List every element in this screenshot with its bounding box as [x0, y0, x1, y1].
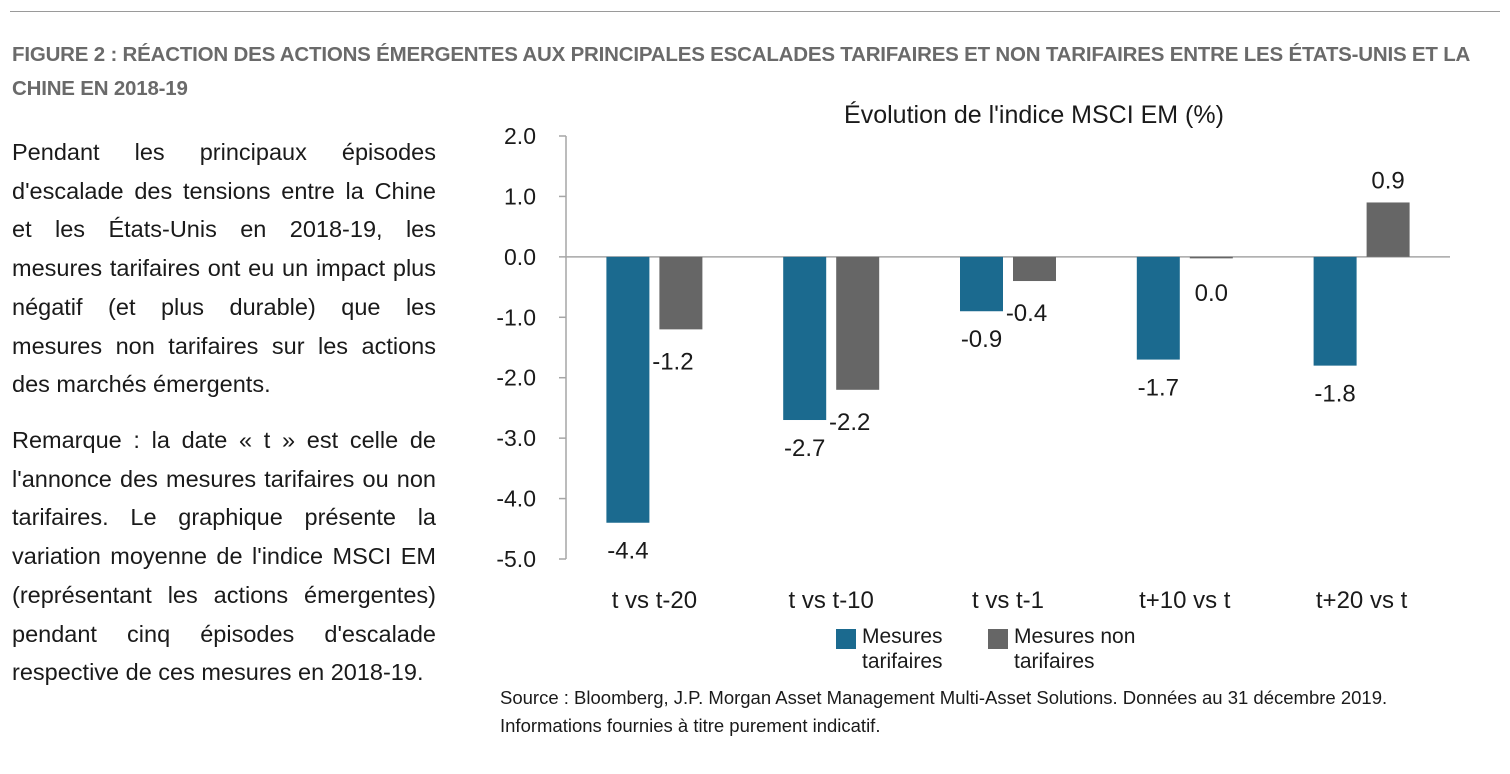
y-tick-label: 1.0 — [504, 183, 536, 209]
x-tick-label: t vs t-20 — [612, 587, 697, 614]
data-label-non-tarifaires: -0.4 — [1006, 300, 1047, 327]
bar-tarifaires — [606, 256, 650, 523]
y-tick-label: 0.0 — [504, 244, 536, 270]
chart-title: Évolution de l'indice MSCI EM (%) — [844, 100, 1224, 129]
data-label-non-tarifaires: 0.0 — [1195, 280, 1228, 307]
legend-swatch-non-tarifaires — [988, 629, 1008, 649]
data-label-non-tarifaires: -2.2 — [829, 409, 870, 436]
data-label-non-tarifaires: -1.2 — [652, 348, 693, 375]
legend-label-tarifaires: Mesures tarifaires — [862, 625, 943, 673]
bar-tarifaires — [1136, 256, 1180, 360]
x-tick-label: t+20 vs t — [1316, 587, 1408, 614]
data-label-non-tarifaires: 0.9 — [1371, 167, 1404, 194]
bar-non-tarifaires — [1013, 256, 1056, 282]
y-tick-label: -5.0 — [496, 546, 536, 572]
bar-tarifaires — [783, 256, 827, 421]
figure-title: FIGURE 2 : RÉACTION DES ACTIONS ÉMERGENT… — [12, 43, 1470, 100]
body-paragraph-1: Pendant les principaux épisodes d'escala… — [12, 139, 436, 398]
bar-non-tarifaires — [1366, 202, 1410, 257]
data-label-tarifaires: -1.8 — [1314, 381, 1355, 408]
bar-tarifaires — [960, 256, 1003, 312]
x-tick-label: t vs t-10 — [789, 587, 874, 614]
data-label-tarifaires: -4.4 — [607, 538, 648, 565]
bar-non-tarifaires — [836, 256, 880, 390]
data-label-tarifaires: -2.7 — [784, 435, 825, 462]
x-tick-label: t vs t-1 — [972, 587, 1044, 614]
bar-non-tarifaires — [659, 256, 703, 330]
bar-chart: Évolution de l'indice MSCI EM (%) 2.0 1.0 0… — [496, 100, 1450, 614]
y-tick-label: -1.0 — [496, 304, 536, 330]
y-tick-label: -4.0 — [496, 486, 536, 512]
legend-label-non-tarifaires: Mesures non tarifaires — [1014, 625, 1136, 673]
data-label-tarifaires: -0.9 — [961, 326, 1002, 353]
y-tick-label: -2.0 — [496, 365, 536, 391]
bar-tarifaires — [1313, 256, 1357, 366]
legend-item-tarifaires: Mesures tarifaires — [836, 624, 966, 674]
body-paragraph-2: Remarque : la date « t » est celle de l'… — [12, 427, 436, 686]
top-rule — [10, 11, 1500, 12]
y-tick-label: 2.0 — [504, 123, 536, 149]
legend-item-non-tarifaires: Mesures non tarifaires — [988, 624, 1163, 674]
source-line-1: Source : Bloomberg, J.P. Morgan Asset Ma… — [500, 687, 1388, 708]
legend-swatch-tarifaires — [836, 629, 856, 649]
data-label-tarifaires: -1.7 — [1138, 375, 1179, 402]
source-note: Source : Bloomberg, J.P. Morgan Asset Ma… — [500, 684, 1505, 739]
x-tick-label: t+10 vs t — [1139, 587, 1231, 614]
bar-non-tarifaires — [1189, 256, 1233, 259]
source-line-2: Informations fournies à titre purement i… — [500, 714, 881, 736]
chart-container: Évolution de l'indice MSCI EM (%) 2.0 1.0 0… — [460, 90, 1510, 690]
y-tick-label: -3.0 — [496, 425, 536, 451]
